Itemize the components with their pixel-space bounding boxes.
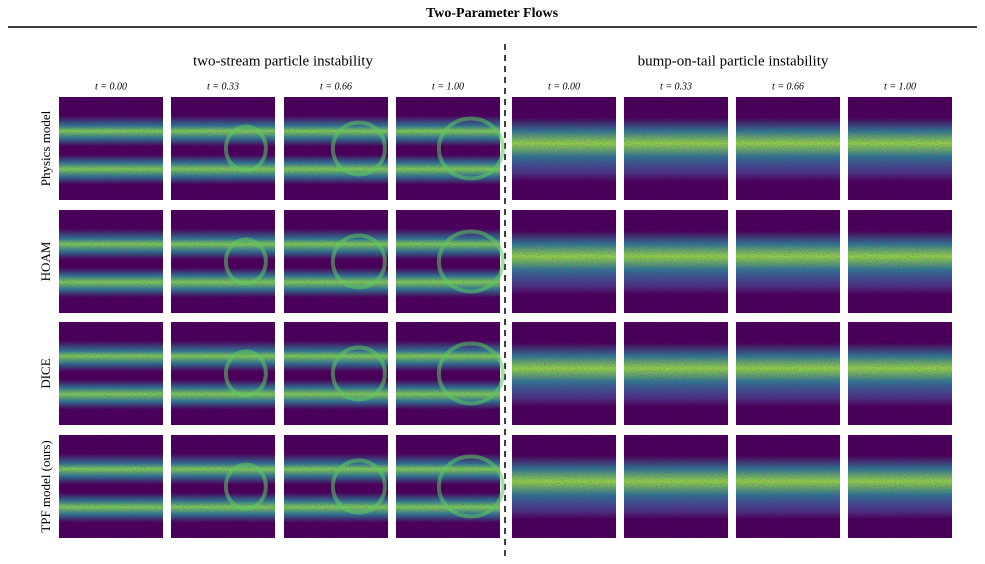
plot-noise [736,97,840,200]
plot-noise [512,210,616,313]
group-title: two-stream particle instability [193,53,373,69]
density-plot [171,322,275,425]
plot-noise [848,435,952,538]
time-label: t = 0.66 [772,81,804,92]
plot-noise [284,210,388,313]
panels: two-stream particle instability t = 0.00 t… [38,53,952,538]
plot-noise [171,97,275,200]
vortex [223,237,268,286]
density-plot [396,435,505,538]
density-plot [848,97,952,200]
plot-noise [512,97,616,200]
vortex [330,458,387,515]
plot-noise [848,210,952,313]
density-plot [396,97,505,200]
row-label: Physics model [38,110,53,186]
density-plot [171,210,275,313]
vortex [223,124,268,173]
density-plot [59,97,163,200]
plot-noise [59,210,163,313]
plot-noise [736,210,840,313]
plot-noise [396,435,500,538]
density-plot [284,435,388,538]
plot-noise [624,435,728,538]
vortex [223,462,268,511]
plot-noise [624,322,728,425]
plot-noise [171,435,275,538]
density-plot [512,210,616,313]
plot-noise [284,435,388,538]
row-label: DICE [38,358,53,388]
time-label: t = 1.00 [884,81,916,92]
density-plot [736,435,840,538]
density-plot [512,322,616,425]
plot-noise [512,435,616,538]
plot-noise [59,435,163,538]
density-plot [171,97,275,200]
plot-noise [59,97,163,200]
density-plot [736,210,840,313]
density-plot [284,322,388,425]
vortex [436,229,505,294]
plot-noise [284,322,388,425]
plot-noise [396,210,500,313]
time-label: t = 0.33 [660,81,692,92]
plot-noise [512,322,616,425]
time-label: t = 1.00 [432,81,464,92]
plot-noise [736,435,840,538]
time-label: t = 0.00 [95,81,127,92]
plot-noise [848,322,952,425]
density-plot [848,210,952,313]
plot-noise [624,97,728,200]
density-plot [171,435,275,538]
density-plot [624,97,728,200]
density-plot [396,210,505,313]
vortex [330,120,387,177]
density-plot [624,322,728,425]
figure-title: Two-Parameter Flows [426,6,559,21]
vortex [330,233,387,290]
plot-noise [171,210,275,313]
density-plot [59,210,163,313]
density-plot [624,210,728,313]
vortex [330,345,387,402]
density-plot [396,322,505,425]
vortex [436,454,505,519]
vortex [436,116,505,181]
vortex [436,341,505,406]
plot-noise [284,97,388,200]
density-plot [512,97,616,200]
plot-noise [624,210,728,313]
density-plot [736,97,840,200]
group-title: bump-on-tail particle instability [638,53,829,69]
density-plot [59,322,163,425]
plot-noise [396,97,500,200]
time-label: t = 0.00 [548,81,580,92]
density-plot [848,322,952,425]
time-label: t = 0.66 [320,81,352,92]
density-plot [736,322,840,425]
density-plot [848,435,952,538]
plot-noise [396,322,500,425]
plot-noise [848,97,952,200]
density-plot [59,435,163,538]
vortex [223,349,268,398]
plot-noise [59,322,163,425]
plot-noise [736,322,840,425]
density-plot [624,435,728,538]
time-label: t = 0.33 [207,81,239,92]
plot-noise [171,322,275,425]
density-plot [284,210,388,313]
density-plot [284,97,388,200]
row-label: HOAM [38,241,53,281]
density-plot [512,435,616,538]
row-label: TPF model (ours) [38,440,53,532]
